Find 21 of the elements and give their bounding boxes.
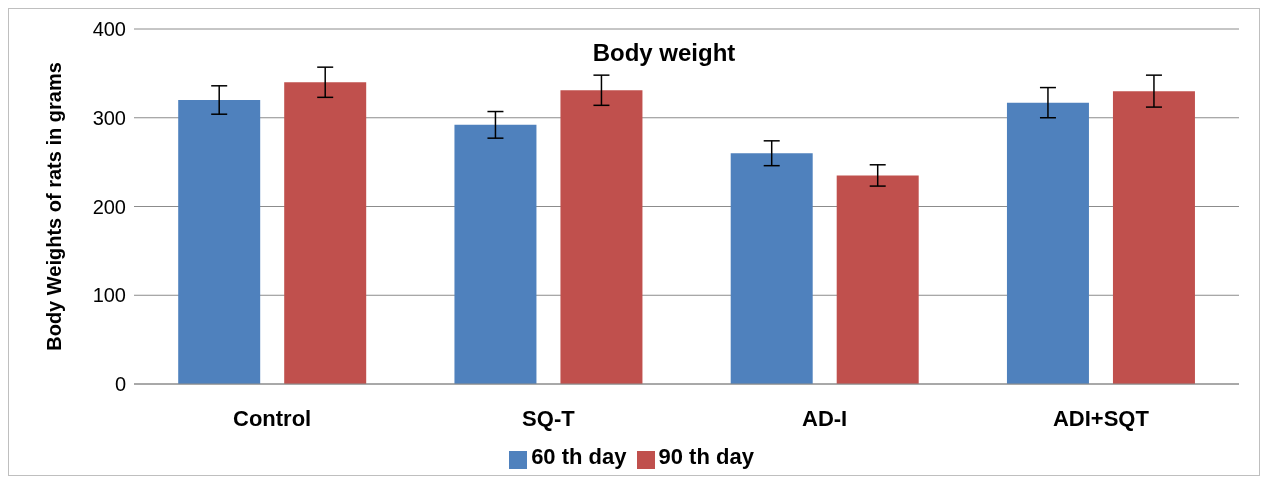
y-tick-label: 200 [92, 195, 126, 218]
y-axis-title: Body Weights of rats in grams [43, 62, 66, 351]
bar [178, 100, 261, 384]
x-tick-label: Control [233, 405, 312, 431]
bar [560, 90, 643, 384]
y-tick-label: 300 [92, 106, 126, 129]
y-tick-label: 0 [114, 373, 126, 396]
chart-title: Body weight [592, 39, 736, 66]
bar [730, 153, 813, 384]
x-tick-label: ADI+SQT [1052, 405, 1150, 431]
x-tick-label: SQ-T [522, 405, 576, 431]
bar [836, 175, 919, 384]
x-tick-label: AD-I [802, 405, 848, 431]
y-tick-label: 100 [92, 284, 126, 307]
y-tick-label: 400 [92, 18, 126, 41]
bar [1112, 91, 1195, 384]
bar [284, 82, 367, 384]
bar [454, 124, 537, 384]
legend-label: 90 th day [658, 444, 754, 469]
bar [1006, 102, 1089, 384]
legend-label: 60 th day [531, 444, 627, 469]
